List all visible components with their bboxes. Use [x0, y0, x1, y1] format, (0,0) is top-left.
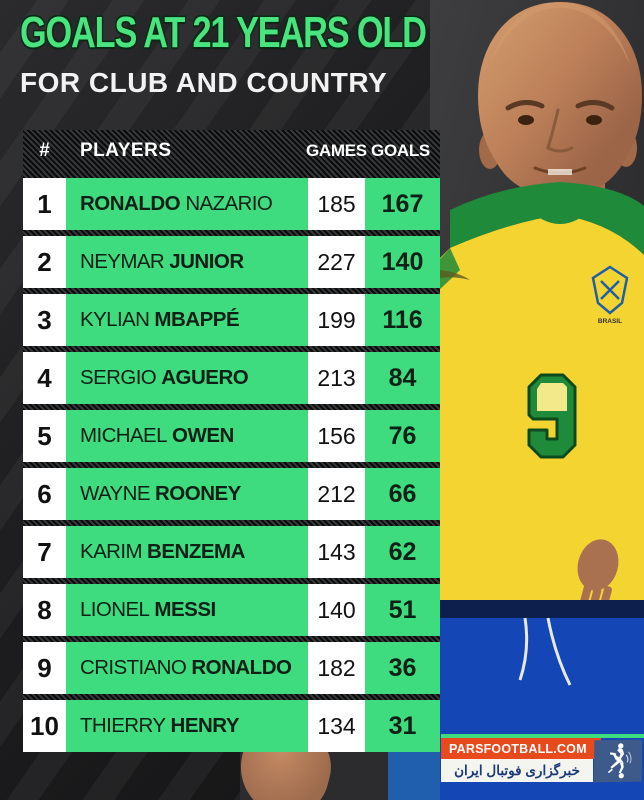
svg-text:BRASIL: BRASIL [598, 318, 622, 325]
